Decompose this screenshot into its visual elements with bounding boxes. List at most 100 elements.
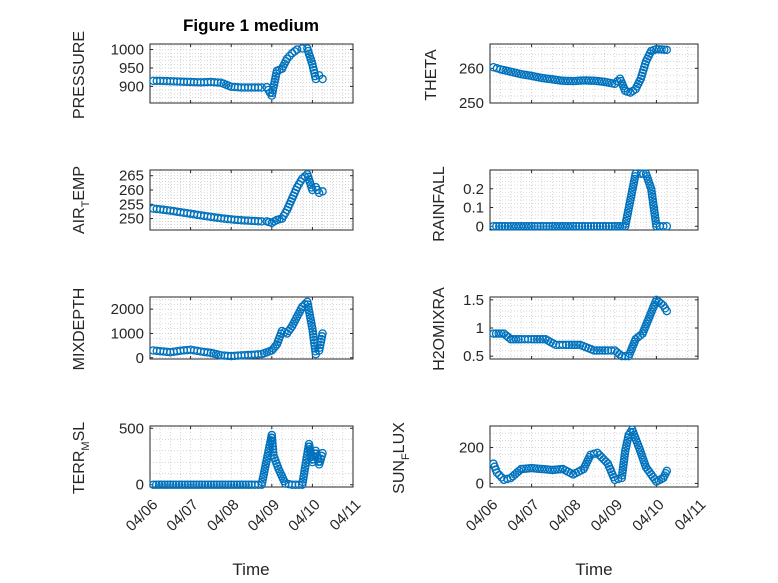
y-tick-label: 0.1	[463, 200, 484, 217]
data-point	[195, 480, 204, 489]
data-point	[535, 335, 545, 344]
data-point	[659, 45, 669, 54]
data-point	[657, 45, 666, 54]
axes-box-pressure	[149, 43, 354, 104]
data-point	[562, 340, 571, 350]
y-tick-label: 0	[136, 350, 144, 367]
data-point	[527, 335, 536, 344]
data-point	[171, 480, 181, 489]
data-point	[504, 333, 513, 342]
series-markers-pressure	[149, 44, 327, 100]
data-point	[564, 340, 574, 350]
data-point	[290, 47, 299, 56]
data-point	[511, 335, 521, 344]
data-point	[589, 449, 599, 459]
data-point	[662, 466, 672, 476]
data-point	[192, 480, 201, 489]
data-point	[166, 480, 175, 489]
data-point	[537, 464, 547, 474]
data-point	[492, 221, 501, 231]
ylabel-rainfall: RAINFALL	[431, 166, 448, 242]
data-point	[268, 442, 278, 451]
y-tick-label: 1000	[111, 325, 144, 342]
data-point	[268, 436, 277, 446]
data-point	[600, 346, 610, 355]
data-point	[282, 54, 292, 64]
y-tick-label: 250	[119, 211, 144, 228]
data-point	[154, 480, 164, 489]
data-point	[497, 329, 506, 338]
data-point	[254, 350, 263, 359]
ylabel-terr-msl: TERRMSL	[71, 422, 92, 494]
data-point	[244, 480, 253, 489]
data-point	[650, 474, 659, 484]
data-point	[662, 45, 672, 55]
data-point	[232, 480, 242, 489]
series-markers-terr-msl	[149, 430, 327, 489]
data-point	[592, 346, 602, 355]
data-point	[197, 480, 207, 489]
data-point	[503, 221, 513, 231]
data-point	[662, 221, 672, 231]
axes-box-sun-flux	[489, 425, 699, 488]
data-point	[662, 306, 672, 316]
data-point	[568, 221, 578, 231]
data-point	[268, 445, 278, 454]
y-tick-label: 500	[119, 420, 144, 437]
data-point	[238, 480, 248, 489]
data-point	[598, 221, 608, 231]
y-tick-label: 260	[459, 60, 484, 77]
data-point	[492, 468, 502, 477]
data-point	[497, 221, 507, 231]
data-point	[206, 480, 216, 489]
series-markers-rainfall	[489, 169, 672, 231]
data-point	[180, 480, 190, 489]
data-point	[532, 335, 542, 344]
data-point	[573, 340, 582, 350]
data-point	[494, 470, 504, 480]
data-point	[601, 221, 611, 231]
data-point	[514, 466, 524, 476]
series-markers-mixdepth	[149, 297, 327, 361]
data-point	[267, 433, 277, 443]
data-point	[607, 221, 617, 231]
data-point	[318, 329, 327, 338]
data-point	[550, 465, 560, 474]
ylabel-mixdepth: MIXDEPTH	[71, 288, 88, 371]
ylabel-air-temp-sub: T	[80, 200, 92, 207]
data-point	[308, 327, 318, 336]
data-point	[527, 221, 536, 231]
data-point	[318, 448, 327, 458]
data-point	[598, 346, 607, 355]
axes-box-theta	[489, 43, 699, 104]
panel-mixdepth: 0 1000 2000	[111, 296, 354, 367]
data-point	[309, 332, 318, 342]
series-markers-air-temp	[149, 170, 327, 228]
data-point	[213, 78, 222, 87]
data-point	[577, 221, 587, 231]
data-point	[542, 221, 551, 231]
ylabel-terr-msl-rest: SL	[71, 422, 88, 442]
data-point	[203, 480, 213, 489]
ylabel-terr-msl-main: TERR	[71, 451, 88, 495]
data-point	[529, 464, 539, 473]
data-point	[221, 480, 230, 489]
data-point	[595, 346, 604, 355]
data-point	[613, 77, 622, 86]
data-point	[545, 221, 554, 231]
panel-h2omixra: 0.5 1 1.5	[463, 292, 699, 365]
data-point	[522, 221, 531, 231]
data-point	[254, 83, 263, 92]
ylabel-pressure: PRESSURE	[71, 31, 88, 119]
data-point	[548, 465, 557, 475]
data-point	[200, 480, 210, 489]
data-point	[519, 464, 529, 474]
ylabel-theta: THETA	[423, 49, 440, 101]
data-point	[583, 221, 593, 231]
data-point	[285, 51, 294, 61]
data-point	[268, 448, 278, 457]
data-point	[489, 221, 498, 231]
data-point	[514, 335, 523, 344]
